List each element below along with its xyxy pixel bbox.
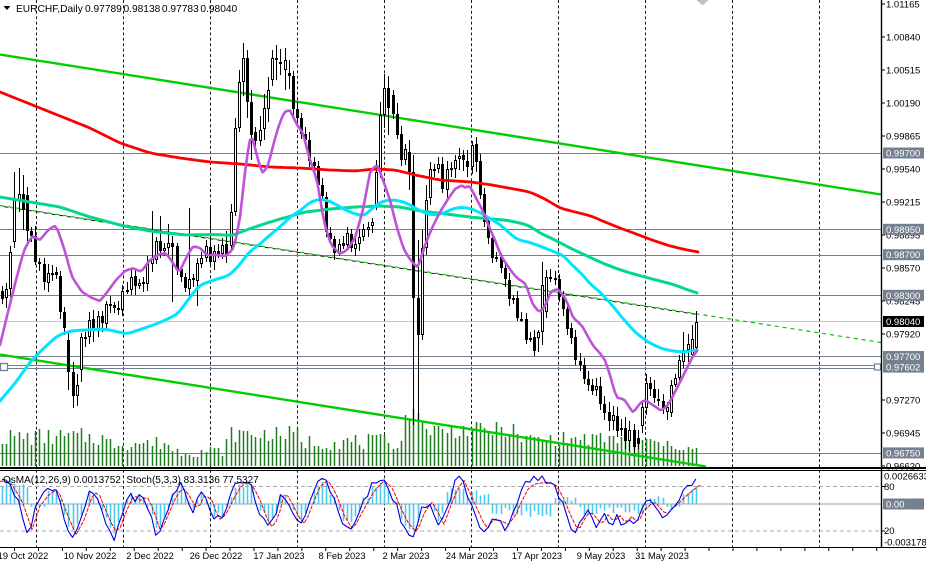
svg-text:0.98300: 0.98300 bbox=[886, 291, 920, 302]
svg-text:31 May 2023: 31 May 2023 bbox=[635, 551, 689, 561]
svg-text:0.98895: 0.98895 bbox=[886, 231, 920, 242]
svg-text:0.99700: 0.99700 bbox=[886, 149, 920, 160]
svg-text:0.98245: 0.98245 bbox=[886, 297, 920, 308]
svg-text:1.01165: 1.01165 bbox=[886, 0, 920, 11]
svg-text:20: 20 bbox=[884, 526, 895, 537]
svg-text:0.96945: 0.96945 bbox=[886, 429, 920, 440]
svg-text:0.00: 0.00 bbox=[886, 500, 905, 511]
svg-text:17 Apr 2023: 17 Apr 2023 bbox=[512, 551, 562, 561]
svg-text:1.00840: 1.00840 bbox=[886, 33, 920, 44]
svg-text:2 Mar 2023: 2 Mar 2023 bbox=[382, 551, 429, 561]
svg-text:9 May 2023: 9 May 2023 bbox=[577, 551, 626, 561]
svg-text:0.98570: 0.98570 bbox=[886, 264, 920, 275]
svg-text:0.96750: 0.96750 bbox=[886, 448, 920, 459]
svg-text:24 Mar 2023: 24 Mar 2023 bbox=[446, 551, 498, 561]
svg-text:0.99540: 0.99540 bbox=[886, 165, 920, 176]
svg-text:0.97700: 0.97700 bbox=[886, 352, 920, 363]
svg-text:EURCHF,Daily: EURCHF,Daily bbox=[16, 4, 84, 15]
svg-text:0.0026633: 0.0026633 bbox=[884, 472, 926, 483]
svg-text:19 Oct 2022: 19 Oct 2022 bbox=[0, 551, 48, 561]
svg-text:0.99865: 0.99865 bbox=[886, 132, 920, 143]
svg-text:0.98700: 0.98700 bbox=[886, 250, 920, 261]
svg-text:0.98950: 0.98950 bbox=[886, 225, 920, 236]
svg-text:17 Jan 2023: 17 Jan 2023 bbox=[253, 551, 304, 561]
svg-text:0.97270: 0.97270 bbox=[886, 396, 920, 407]
svg-text:OsMA(12,26,9) 0.0013752 Stoch: OsMA(12,26,9) 0.0013752 Stoch(5,3,3) 83.… bbox=[3, 475, 259, 486]
svg-text:0.97789 0.98138 0.97783 0.9804: 0.97789 0.98138 0.97783 0.98040 bbox=[85, 4, 238, 15]
svg-text:0.97602: 0.97602 bbox=[886, 363, 920, 374]
svg-text:0.99215: 0.99215 bbox=[886, 198, 920, 209]
svg-text:-0.003178: -0.003178 bbox=[884, 538, 926, 549]
svg-text:0.98040: 0.98040 bbox=[886, 317, 920, 328]
svg-text:26 Dec 2022: 26 Dec 2022 bbox=[190, 551, 243, 561]
svg-text:10 Nov 2022: 10 Nov 2022 bbox=[64, 551, 117, 561]
svg-text:80: 80 bbox=[884, 482, 895, 493]
svg-text:0.96620: 0.96620 bbox=[886, 462, 920, 473]
svg-text:2 Dec 2022: 2 Dec 2022 bbox=[126, 551, 174, 561]
svg-text:8 Feb 2023: 8 Feb 2023 bbox=[318, 551, 365, 561]
svg-text:1.00190: 1.00190 bbox=[886, 99, 920, 110]
svg-text:1.00515: 1.00515 bbox=[886, 66, 920, 77]
svg-text:0.97920: 0.97920 bbox=[886, 330, 920, 341]
